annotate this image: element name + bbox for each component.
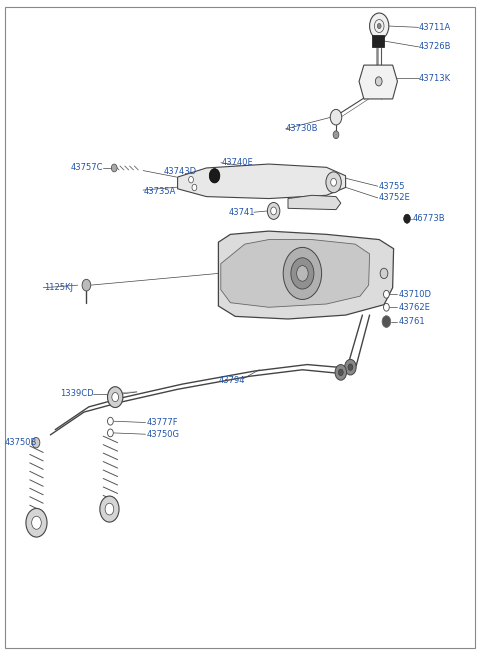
Circle shape <box>333 131 339 139</box>
Circle shape <box>291 258 314 289</box>
Text: 43794: 43794 <box>219 376 245 385</box>
Text: 46773B: 46773B <box>413 214 445 223</box>
Text: 43741: 43741 <box>228 208 255 217</box>
Circle shape <box>345 359 356 375</box>
Polygon shape <box>178 164 346 199</box>
Polygon shape <box>359 65 397 99</box>
Text: 43740E: 43740E <box>221 158 253 167</box>
Circle shape <box>330 109 342 125</box>
Text: 43726B: 43726B <box>419 42 452 51</box>
Polygon shape <box>218 231 394 319</box>
Text: 43710D: 43710D <box>398 290 432 299</box>
Circle shape <box>26 508 47 537</box>
Text: 43730B: 43730B <box>286 124 319 133</box>
Text: 43750B: 43750B <box>5 438 37 447</box>
Circle shape <box>370 13 389 39</box>
Circle shape <box>108 429 113 437</box>
Circle shape <box>331 178 336 186</box>
Circle shape <box>105 503 114 515</box>
Circle shape <box>100 496 119 522</box>
Circle shape <box>338 369 343 376</box>
Bar <box>372 35 384 47</box>
Text: 43762E: 43762E <box>398 303 430 312</box>
Text: 43757C: 43757C <box>71 163 103 173</box>
Circle shape <box>384 303 389 311</box>
Circle shape <box>283 247 322 299</box>
Circle shape <box>404 214 410 223</box>
Circle shape <box>384 290 389 298</box>
Circle shape <box>82 279 91 291</box>
Circle shape <box>377 23 381 29</box>
Polygon shape <box>221 240 370 307</box>
Text: 1339CD: 1339CD <box>60 389 94 398</box>
Circle shape <box>108 417 113 425</box>
Text: 43752E: 43752E <box>379 193 410 202</box>
Text: 43755: 43755 <box>379 182 405 191</box>
Polygon shape <box>288 195 341 210</box>
Circle shape <box>375 77 382 86</box>
Circle shape <box>326 172 341 193</box>
Text: 43713K: 43713K <box>419 74 451 83</box>
Circle shape <box>111 164 117 172</box>
Text: 43711A: 43711A <box>419 23 451 32</box>
Circle shape <box>112 393 119 402</box>
Circle shape <box>32 516 41 529</box>
Text: 43761: 43761 <box>398 317 425 326</box>
Text: 1125KJ: 1125KJ <box>44 283 72 292</box>
Circle shape <box>209 169 220 183</box>
Circle shape <box>380 268 388 279</box>
Text: 43743D: 43743D <box>163 167 196 176</box>
Circle shape <box>32 437 40 448</box>
Circle shape <box>382 316 391 327</box>
Text: 43735A: 43735A <box>144 187 176 196</box>
Circle shape <box>267 202 280 219</box>
Circle shape <box>192 184 197 191</box>
Circle shape <box>297 266 308 281</box>
Text: 43750G: 43750G <box>146 430 180 439</box>
Circle shape <box>335 365 347 380</box>
Circle shape <box>271 207 276 215</box>
Circle shape <box>108 387 123 408</box>
Text: 43777F: 43777F <box>146 418 178 427</box>
Circle shape <box>189 176 193 183</box>
Circle shape <box>348 364 353 370</box>
